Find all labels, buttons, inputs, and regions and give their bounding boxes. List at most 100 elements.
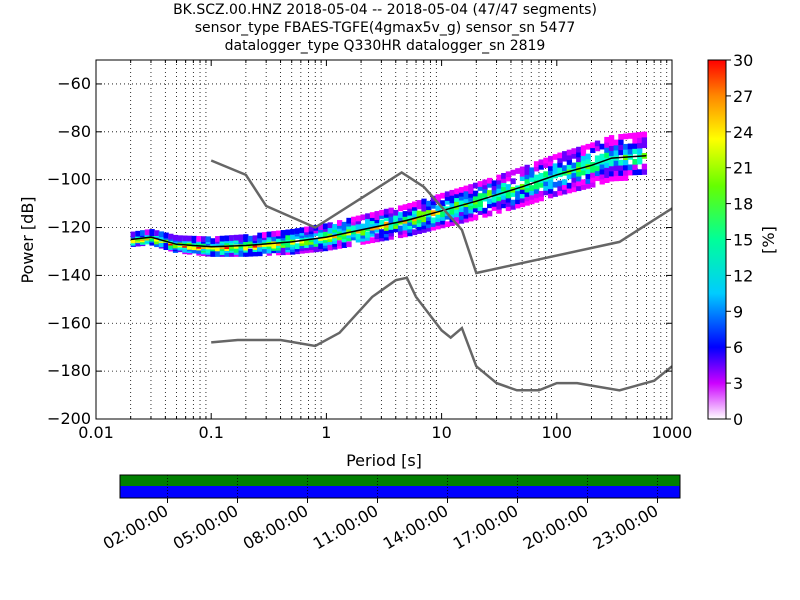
density-cell bbox=[641, 136, 648, 143]
density-cell bbox=[154, 230, 160, 236]
density-cell bbox=[496, 174, 502, 181]
colorbar-tick-label: 24 bbox=[733, 123, 753, 142]
x-tick-label: 10 bbox=[431, 423, 451, 442]
density-cell bbox=[608, 135, 615, 141]
density-cell bbox=[604, 141, 610, 148]
density-cell bbox=[243, 234, 249, 240]
density-cell bbox=[219, 235, 226, 242]
timeline-tick-label: 08:00:00 bbox=[240, 501, 312, 553]
density-cell bbox=[622, 143, 629, 150]
density-cell bbox=[454, 196, 460, 202]
density-cell bbox=[430, 224, 437, 231]
density-cell bbox=[604, 162, 610, 168]
density-cell bbox=[182, 246, 188, 253]
density-cell bbox=[547, 169, 554, 176]
density-cell bbox=[379, 232, 385, 239]
density-cell bbox=[632, 164, 638, 170]
density-cell bbox=[496, 178, 502, 185]
density-cell bbox=[454, 199, 460, 206]
density-cell bbox=[412, 222, 418, 229]
density-cell bbox=[177, 235, 183, 242]
density-cell bbox=[421, 223, 427, 230]
density-cell bbox=[487, 210, 493, 217]
density-cell bbox=[369, 237, 376, 244]
density-cell bbox=[346, 226, 352, 233]
density-cell bbox=[482, 187, 488, 194]
density-cell bbox=[510, 191, 516, 197]
density-cell bbox=[468, 203, 474, 210]
density-cell bbox=[524, 169, 530, 175]
colorbar-tick-label: 21 bbox=[733, 159, 753, 178]
density-cell bbox=[543, 189, 549, 196]
colorbar-tick-label: 27 bbox=[733, 87, 753, 106]
timeline-tick-label: 05:00:00 bbox=[170, 501, 242, 553]
y-tick-label: −80 bbox=[57, 122, 91, 141]
colorbar-tick-label: 30 bbox=[733, 51, 753, 70]
density-cell bbox=[219, 249, 226, 255]
density-cell bbox=[449, 197, 455, 204]
density-cell bbox=[585, 178, 591, 184]
density-cell bbox=[515, 202, 521, 209]
density-cell bbox=[510, 169, 516, 176]
density-cell bbox=[402, 221, 408, 228]
density-cell bbox=[613, 160, 619, 166]
density-cell bbox=[637, 158, 643, 165]
density-cell bbox=[346, 235, 352, 242]
density-cell bbox=[599, 173, 605, 180]
density-cell bbox=[351, 231, 357, 238]
density-cell bbox=[594, 175, 601, 182]
density-cell bbox=[468, 207, 474, 214]
density-cell bbox=[496, 187, 502, 193]
density-cell bbox=[627, 169, 633, 176]
density-cell bbox=[440, 211, 446, 218]
density-cell bbox=[144, 229, 151, 236]
density-cell bbox=[477, 193, 483, 199]
density-cell bbox=[435, 205, 441, 212]
density-cell bbox=[618, 139, 624, 145]
density-cell bbox=[402, 214, 408, 221]
density-cell bbox=[355, 233, 362, 240]
density-cell bbox=[477, 201, 483, 207]
density-cell bbox=[412, 218, 418, 225]
colorbar-tick-label: 18 bbox=[733, 195, 753, 214]
density-cell bbox=[383, 228, 390, 235]
density-cell bbox=[496, 195, 502, 202]
density-cell bbox=[379, 229, 385, 235]
density-cell bbox=[388, 230, 394, 237]
density-cell bbox=[224, 235, 230, 242]
density-cell bbox=[421, 202, 427, 208]
density-cell bbox=[529, 198, 535, 205]
axis-ticks: 0.01 0.1 1 10 100 1000 −200 −180 −160 −140 −120 −10… bbox=[47, 60, 692, 442]
density-cell bbox=[393, 216, 399, 223]
density-cell bbox=[379, 209, 385, 216]
title-line-2: sensor_type FBAES-TGFE(4gmax5v_g) sensor… bbox=[194, 20, 576, 36]
density-cell bbox=[435, 223, 441, 230]
density-cell bbox=[369, 221, 376, 228]
density-cell bbox=[215, 251, 221, 257]
density-cell bbox=[402, 224, 408, 231]
density-cell bbox=[491, 184, 498, 191]
density-cell bbox=[557, 157, 563, 163]
density-cell bbox=[135, 230, 141, 237]
y-tick-label: −120 bbox=[47, 218, 91, 237]
density-cell bbox=[360, 229, 366, 236]
density-cell bbox=[257, 232, 263, 239]
density-cell bbox=[458, 206, 465, 213]
density-cell bbox=[435, 219, 441, 226]
density-cell bbox=[529, 167, 535, 174]
density-cell bbox=[632, 148, 638, 155]
density-cell bbox=[393, 226, 399, 233]
density-cell bbox=[547, 183, 554, 190]
density-cell bbox=[590, 176, 596, 183]
colorbar-tick-label: 9 bbox=[733, 302, 743, 321]
density-cell bbox=[529, 194, 535, 200]
density-cell bbox=[158, 241, 165, 248]
x-tick-label: 0.01 bbox=[78, 423, 114, 442]
density-cell bbox=[346, 241, 352, 248]
density-cell bbox=[482, 207, 488, 214]
density-cell bbox=[613, 170, 619, 177]
density-cell bbox=[294, 243, 301, 250]
density-cell bbox=[576, 161, 582, 167]
density-cell bbox=[562, 165, 568, 171]
density-cell bbox=[571, 152, 577, 159]
